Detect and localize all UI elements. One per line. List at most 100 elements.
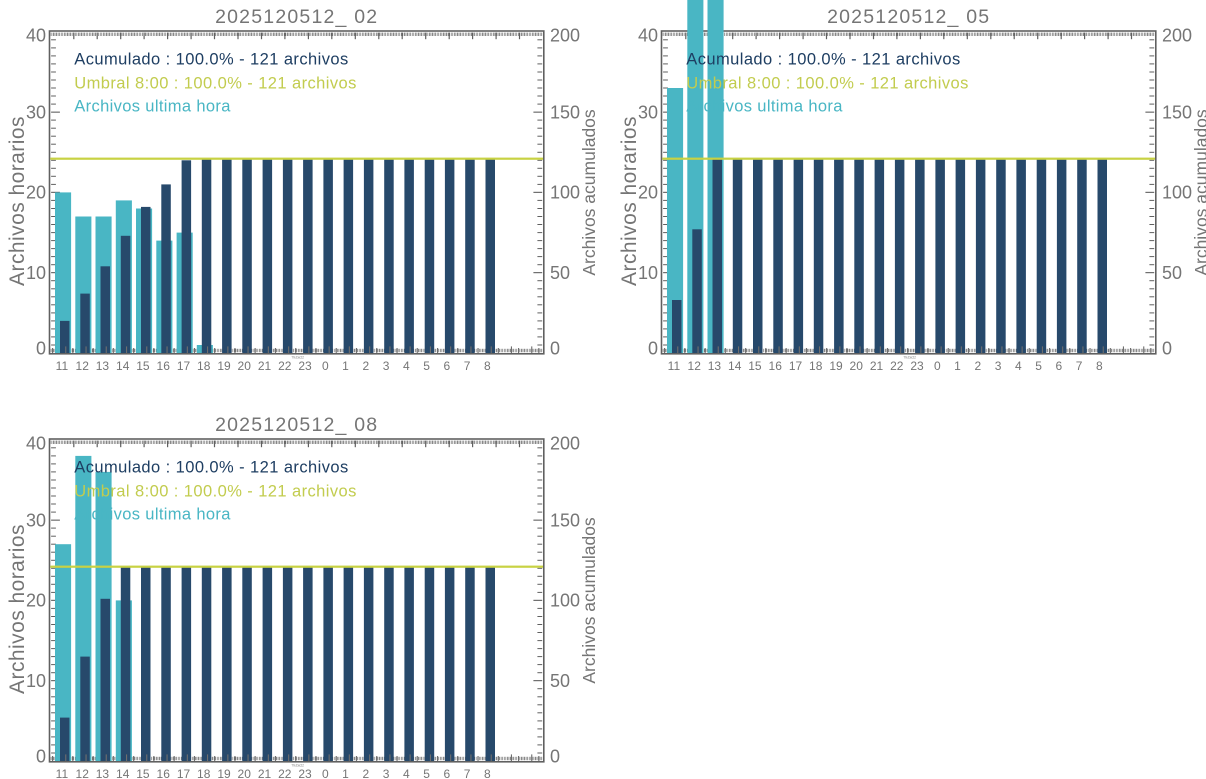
svg-text:2: 2 — [974, 359, 981, 373]
svg-text:100: 100 — [1162, 183, 1192, 203]
svg-text:100: 100 — [550, 590, 580, 610]
svg-text:Umbral 8:00 : 100.0% - 121 arc: Umbral 8:00 : 100.0% - 121 archivos — [74, 482, 357, 500]
svg-text:19: 19 — [217, 767, 231, 779]
svg-text:6: 6 — [443, 359, 450, 373]
svg-text:2: 2 — [362, 767, 369, 779]
svg-text:40: 40 — [26, 433, 46, 453]
svg-text:Archivos acumulados: Archivos acumulados — [579, 517, 599, 684]
svg-text:150: 150 — [550, 102, 580, 122]
svg-text:18: 18 — [197, 359, 211, 373]
svg-text:1: 1 — [342, 359, 349, 373]
svg-text:20: 20 — [849, 359, 863, 373]
svg-text:ThuDec12: ThuDec12 — [903, 355, 916, 359]
svg-text:15: 15 — [748, 359, 762, 373]
svg-text:11: 11 — [56, 359, 69, 373]
svg-text:Archivos acumulados: Archivos acumulados — [1191, 109, 1206, 276]
svg-text:Archivos ultima hora: Archivos ultima hora — [74, 505, 231, 523]
svg-text:13: 13 — [707, 359, 721, 373]
svg-text:16: 16 — [157, 359, 171, 373]
svg-text:0: 0 — [648, 338, 658, 358]
svg-text:50: 50 — [1162, 263, 1182, 283]
svg-text:17: 17 — [177, 359, 191, 373]
svg-text:150: 150 — [550, 510, 580, 530]
svg-text:7: 7 — [464, 767, 471, 779]
svg-text:0: 0 — [550, 746, 560, 766]
svg-text:17: 17 — [789, 359, 803, 373]
svg-text:2: 2 — [362, 359, 369, 373]
svg-text:50: 50 — [550, 263, 570, 283]
svg-text:22: 22 — [278, 767, 292, 779]
svg-text:10: 10 — [638, 263, 658, 283]
svg-text:Acumulado : 100.0% - 121 archi: Acumulado : 100.0% - 121 archivos — [686, 50, 960, 68]
svg-text:15: 15 — [136, 767, 150, 779]
svg-text:14: 14 — [116, 767, 130, 779]
svg-text:ThuDec12: ThuDec12 — [291, 763, 304, 767]
svg-text:11: 11 — [667, 359, 680, 373]
svg-text:Archivos horarios: Archivos horarios — [6, 524, 29, 694]
svg-text:18: 18 — [809, 359, 823, 373]
svg-text:0: 0 — [36, 746, 46, 766]
svg-text:20: 20 — [26, 590, 46, 610]
svg-text:0: 0 — [550, 338, 560, 358]
svg-text:21: 21 — [870, 359, 884, 373]
svg-text:Archivos ultima hora: Archivos ultima hora — [686, 97, 843, 115]
svg-text:Archivos ultima hora: Archivos ultima hora — [74, 97, 231, 115]
svg-text:6: 6 — [1055, 359, 1062, 373]
svg-text:4: 4 — [403, 767, 410, 779]
svg-text:40: 40 — [638, 26, 658, 46]
svg-text:3: 3 — [383, 767, 390, 779]
svg-text:30: 30 — [26, 102, 46, 122]
svg-text:12: 12 — [687, 359, 701, 373]
svg-text:20: 20 — [638, 183, 658, 203]
svg-text:11: 11 — [56, 767, 69, 779]
svg-text:30: 30 — [26, 510, 46, 530]
svg-text:3: 3 — [383, 359, 390, 373]
svg-text:5: 5 — [423, 359, 430, 373]
svg-text:0: 0 — [322, 767, 329, 779]
svg-text:10: 10 — [26, 671, 46, 691]
svg-text:19: 19 — [829, 359, 843, 373]
svg-text:20: 20 — [238, 767, 252, 779]
svg-text:12: 12 — [76, 767, 90, 779]
svg-text:2025120512_ 08: 2025120512_ 08 — [215, 414, 378, 436]
svg-text:23: 23 — [298, 359, 312, 373]
svg-text:19: 19 — [217, 359, 231, 373]
svg-text:10: 10 — [26, 263, 46, 283]
svg-text:12: 12 — [76, 359, 90, 373]
svg-text:21: 21 — [258, 767, 272, 779]
svg-text:18: 18 — [197, 767, 211, 779]
svg-text:16: 16 — [157, 767, 171, 779]
svg-text:150: 150 — [1162, 102, 1192, 122]
svg-text:4: 4 — [1015, 359, 1022, 373]
svg-text:22: 22 — [890, 359, 904, 373]
svg-text:16: 16 — [768, 359, 782, 373]
svg-text:1: 1 — [342, 767, 349, 779]
svg-text:20: 20 — [238, 359, 252, 373]
svg-text:Acumulado : 100.0% - 121 archi: Acumulado : 100.0% - 121 archivos — [74, 50, 348, 68]
svg-text:5: 5 — [1035, 359, 1042, 373]
svg-text:7: 7 — [464, 359, 471, 373]
svg-text:200: 200 — [550, 433, 580, 453]
svg-text:8: 8 — [484, 359, 491, 373]
svg-text:Archivos horarios: Archivos horarios — [618, 116, 641, 286]
svg-text:0: 0 — [322, 359, 329, 373]
svg-text:13: 13 — [96, 359, 110, 373]
svg-text:Umbral 8:00 : 100.0% - 121 arc: Umbral 8:00 : 100.0% - 121 archivos — [74, 74, 357, 92]
svg-text:4: 4 — [403, 359, 410, 373]
svg-text:3: 3 — [994, 359, 1001, 373]
svg-text:Umbral 8:00 : 100.0% - 121 arc: Umbral 8:00 : 100.0% - 121 archivos — [686, 74, 969, 92]
svg-text:17: 17 — [177, 767, 191, 779]
svg-text:30: 30 — [638, 102, 658, 122]
svg-text:200: 200 — [550, 26, 580, 46]
svg-text:5: 5 — [423, 767, 430, 779]
svg-text:1: 1 — [954, 359, 961, 373]
svg-text:22: 22 — [278, 359, 292, 373]
svg-text:Archivos horarios: Archivos horarios — [6, 116, 29, 286]
svg-text:0: 0 — [934, 359, 941, 373]
svg-text:0: 0 — [36, 338, 46, 358]
svg-text:2025120512_ 05: 2025120512_ 05 — [827, 6, 990, 28]
svg-text:0: 0 — [1162, 338, 1172, 358]
svg-text:23: 23 — [910, 359, 924, 373]
svg-text:200: 200 — [1162, 26, 1192, 46]
svg-text:13: 13 — [96, 767, 110, 779]
